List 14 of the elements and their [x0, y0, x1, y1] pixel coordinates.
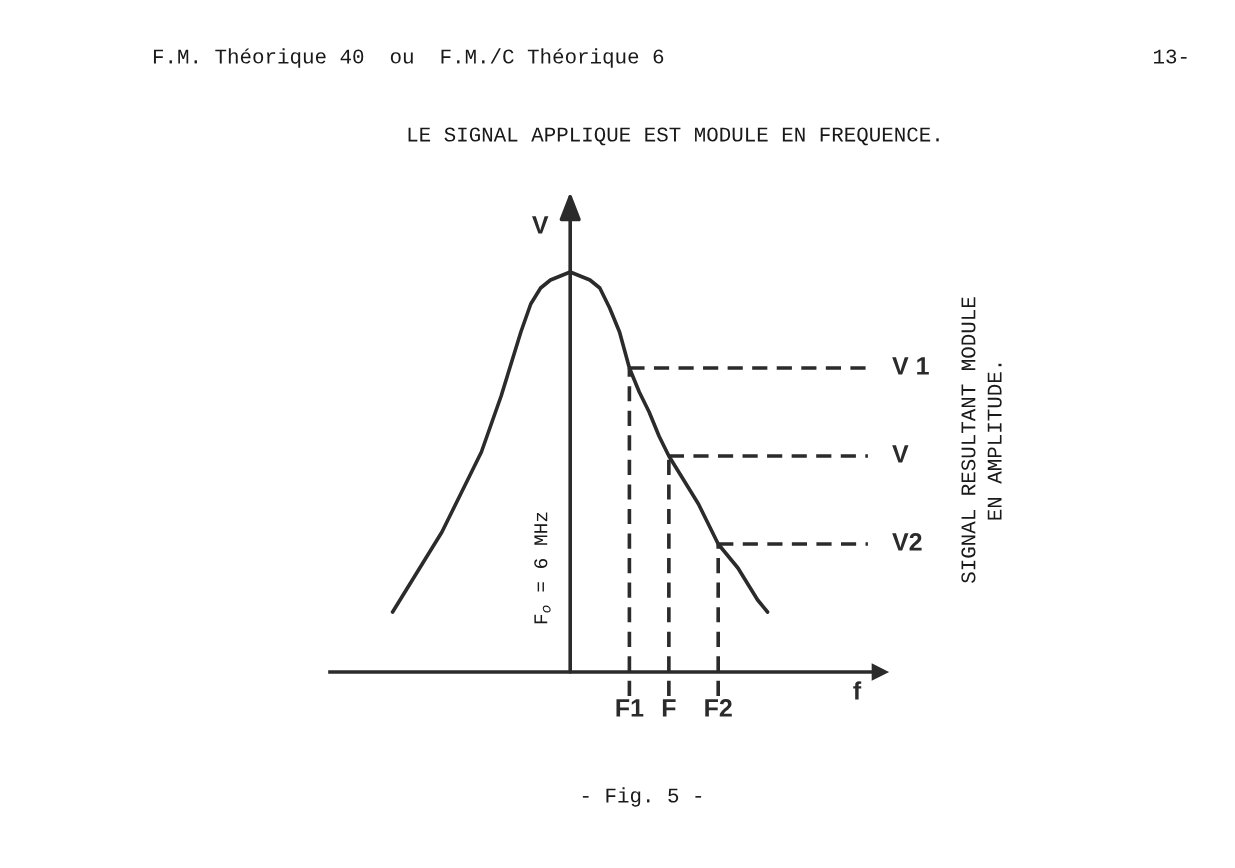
text: F.M. Théorique 40 ou F.M./C Théorique 6 — [153, 48, 664, 68]
chart-title: LE SIGNAL APPLIQUE EST MODULE EN FREQUENCE. — [408, 127, 939, 146]
ref-line-label: V2 — [892, 533, 922, 551]
x-tick-label: F — [662, 699, 676, 717]
y-axis-title: V — [532, 216, 549, 234]
text: SIGNAL RESULTANT MODULE EN AMPLITUDE. — [961, 297, 1002, 583]
annotation: F$_{o}$ = 6 MHz — [534, 512, 551, 624]
ref-line-label: V — [892, 445, 909, 463]
x-tick-label: F2 — [705, 699, 732, 717]
x-tick-label: F1 — [616, 699, 644, 717]
x-axis-title: f — [853, 681, 862, 700]
ref-line-label: V 1 — [892, 357, 929, 375]
text: 13- — [1154, 49, 1187, 64]
text: - Fig. 5 - — [582, 787, 702, 807]
